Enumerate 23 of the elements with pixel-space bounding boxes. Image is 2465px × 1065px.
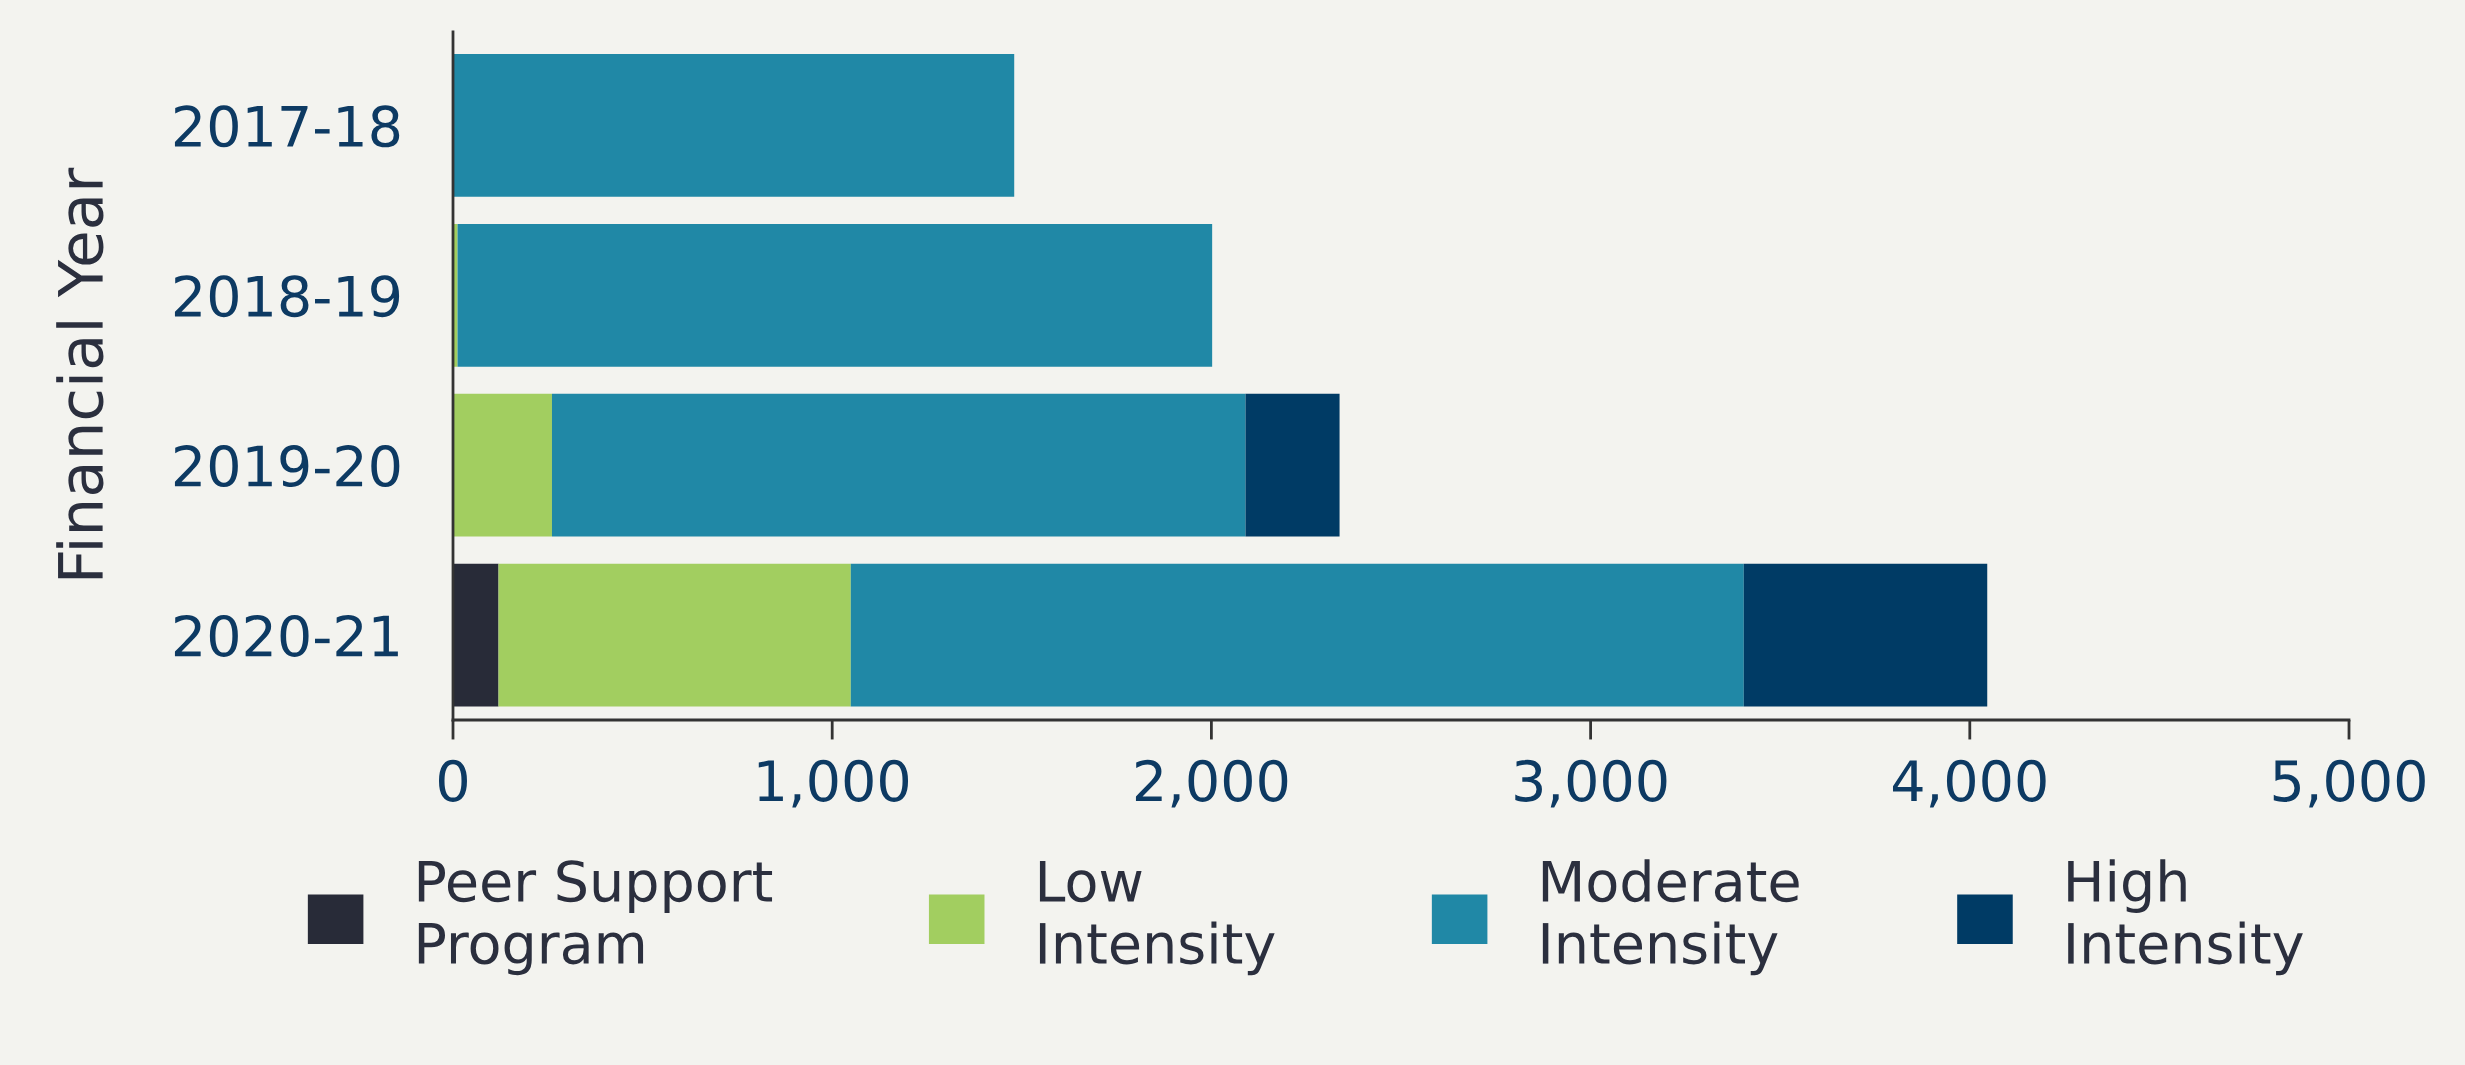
bar: [850, 563, 1744, 707]
y-axis-title: Financial Year: [56, 167, 104, 579]
x-tick-label: 2,000: [1135, 759, 1288, 808]
y-tick-label: 2020-21: [174, 614, 398, 657]
y-tick-label: 2017-18: [174, 105, 400, 148]
x-tick-label: 0: [438, 759, 467, 802]
y-tick-label: 2019-20: [174, 445, 400, 488]
y-tick-label: 2018-19: [174, 275, 400, 318]
x-tick-label: 5,000: [2273, 759, 2425, 808]
bar: [457, 223, 1213, 367]
bar: [453, 54, 1015, 197]
legend-label: Peer Support Program: [418, 860, 773, 976]
x-tick-label: 3,000: [1515, 759, 1667, 808]
x-tick-label: 1,000: [758, 759, 909, 808]
legend-label: Low Intensity: [1039, 860, 1275, 976]
bar: [551, 393, 1246, 537]
bar: [498, 563, 851, 707]
bar: [1743, 563, 1988, 707]
bar: [453, 393, 552, 537]
bar: [1245, 393, 1340, 537]
legend-label: Moderate Intensity: [1542, 859, 1799, 976]
legend-label: High Intensity: [2068, 859, 2303, 976]
x-tick-label: 4,000: [1892, 759, 2046, 808]
